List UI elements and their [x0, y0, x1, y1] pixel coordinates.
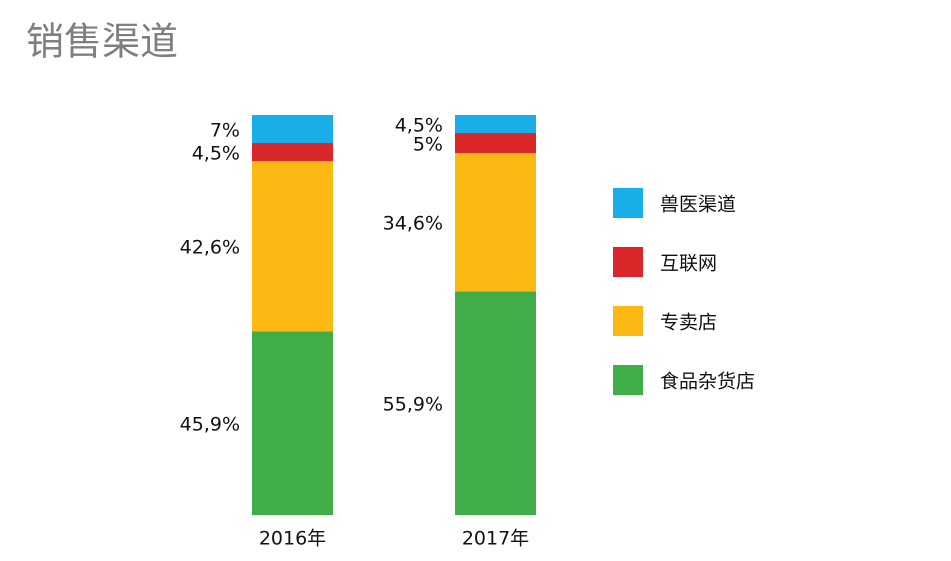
legend-label: 兽医渠道	[660, 194, 736, 216]
x-tick-label: 2017年	[462, 528, 529, 550]
bar-segment	[455, 133, 536, 153]
legend-label: 专卖店	[660, 312, 717, 334]
legend-swatch	[613, 247, 643, 277]
bar-segment	[252, 331, 333, 515]
bar-segment	[252, 143, 333, 161]
legend-swatch	[613, 306, 643, 336]
x-tick-label: 2016年	[259, 528, 326, 550]
data-label: 4,5%	[192, 143, 240, 165]
bar-segment	[455, 153, 536, 292]
data-label: 7%	[210, 120, 240, 142]
data-label: 4,5%	[395, 115, 443, 137]
legend-label: 互联网	[660, 253, 717, 275]
legend-swatch	[613, 188, 643, 218]
bar-segment	[455, 291, 536, 515]
data-label: 34,6%	[383, 213, 443, 235]
bar-segment	[252, 161, 333, 332]
legend-label: 食品杂货店	[660, 371, 755, 393]
data-label: 5%	[413, 134, 443, 156]
data-label: 55,9%	[383, 394, 443, 416]
data-label: 45,9%	[180, 414, 240, 436]
bar-segment	[455, 115, 536, 133]
legend-swatch	[613, 365, 643, 395]
data-label: 42,6%	[180, 237, 240, 259]
bar-segment	[252, 115, 333, 143]
chart-title: 销售渠道	[26, 20, 178, 64]
